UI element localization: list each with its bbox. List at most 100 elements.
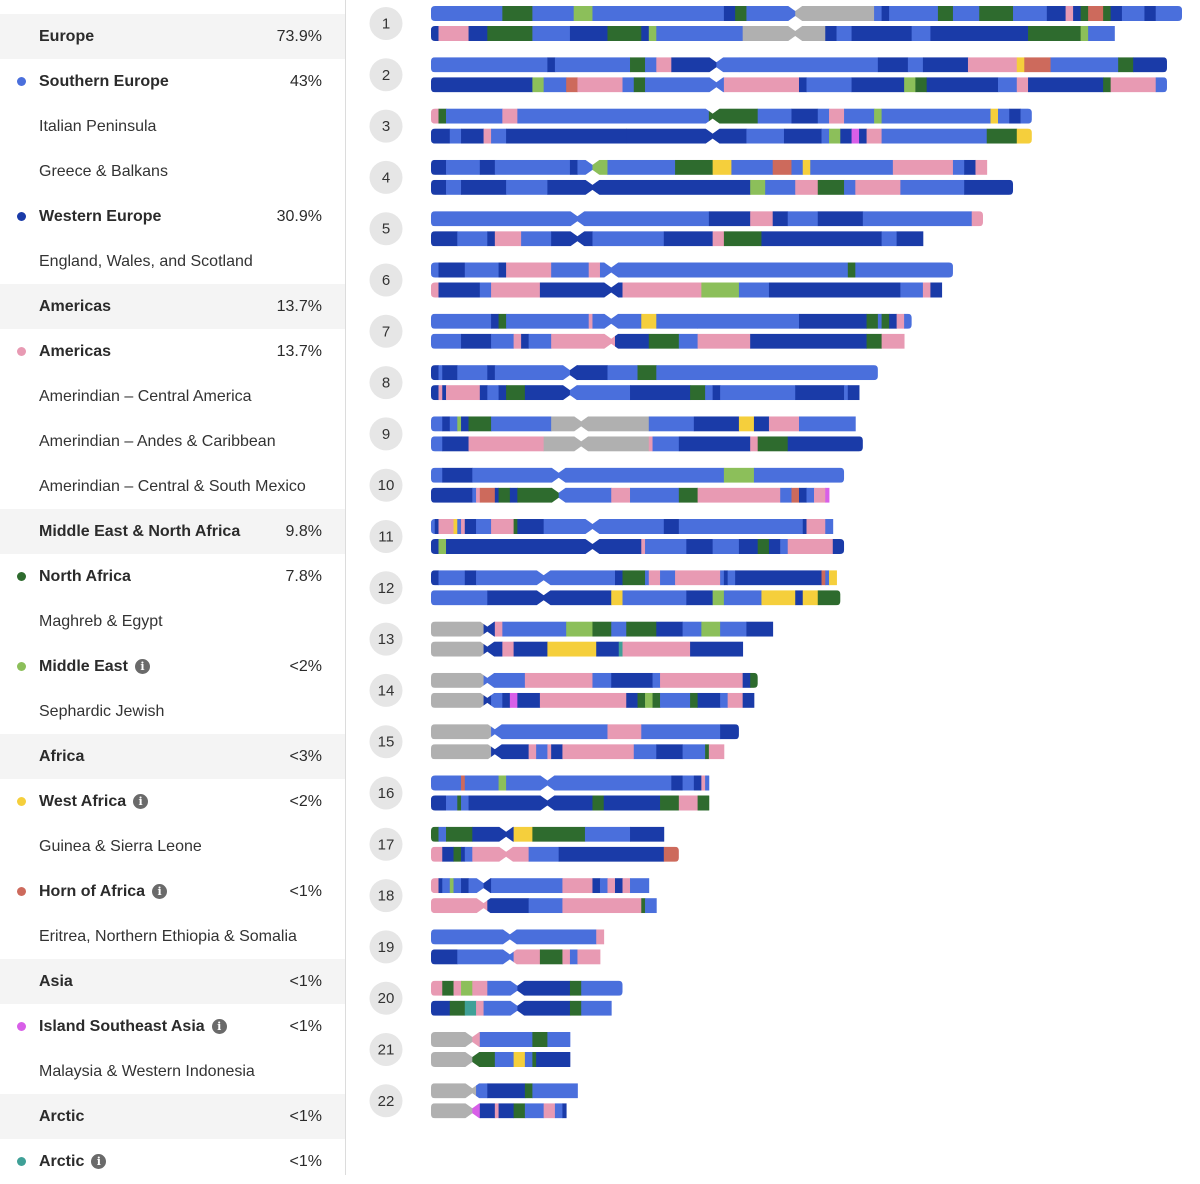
segment-S[interactable] [611, 621, 627, 637]
segment-W[interactable] [611, 672, 653, 688]
segment-W[interactable] [791, 108, 819, 124]
segment-S[interactable] [648, 416, 695, 432]
legend-row-header[interactable]: Europe 73.9% [0, 14, 345, 59]
segment-N[interactable] [524, 1083, 533, 1099]
segment-N[interactable] [592, 621, 612, 637]
segment-W[interactable] [626, 692, 638, 708]
info-icon[interactable]: i [134, 659, 150, 674]
segment-A[interactable] [438, 519, 454, 534]
segment-S[interactable] [431, 6, 503, 21]
segment-S[interactable] [543, 775, 672, 791]
segment-S[interactable] [457, 519, 462, 534]
segment-S[interactable] [645, 539, 687, 554]
segment-W[interactable] [742, 672, 751, 688]
segment-N[interactable] [652, 692, 661, 708]
segment-S[interactable] [862, 211, 973, 227]
segment-W[interactable] [498, 1103, 515, 1119]
segment-N[interactable] [449, 1000, 466, 1016]
segment-A[interactable] [513, 949, 541, 965]
segment-S[interactable] [907, 57, 924, 73]
segment-S[interactable] [543, 77, 567, 93]
segment-S[interactable] [780, 487, 792, 503]
segment-N[interactable] [750, 672, 762, 688]
segment-A[interactable] [829, 108, 845, 124]
chromatid-paternal[interactable] [431, 436, 864, 452]
segment-N[interactable] [626, 621, 657, 637]
segment-W[interactable] [761, 231, 882, 247]
segment-A[interactable] [551, 333, 605, 349]
segment-S[interactable] [457, 231, 488, 247]
segment-N[interactable] [502, 6, 533, 21]
segment-I[interactable] [472, 1103, 481, 1119]
segment-S[interactable] [453, 878, 462, 894]
segment-A[interactable] [866, 128, 882, 144]
segment-W[interactable] [491, 313, 499, 329]
segment-N[interactable] [453, 846, 462, 862]
segment-N[interactable] [637, 365, 657, 381]
segment-S[interactable] [697, 313, 800, 329]
segment-S[interactable] [825, 570, 830, 586]
segment-S[interactable] [431, 416, 443, 432]
segment-S[interactable] [536, 744, 548, 760]
segment-S[interactable] [506, 313, 590, 329]
segment-S[interactable] [645, 570, 650, 586]
segment-S[interactable] [652, 436, 680, 452]
segment-S[interactable] [900, 179, 965, 195]
segment-W[interactable] [562, 1103, 567, 1119]
segment-W[interactable] [506, 128, 627, 144]
segment-S[interactable] [554, 1103, 563, 1119]
segment-W[interactable] [787, 436, 864, 452]
segment-S[interactable] [682, 775, 695, 791]
legend-row-leaf[interactable]: Amerindian – Andes & Caribbean [0, 419, 345, 464]
segment-N[interactable] [866, 313, 879, 329]
segment-W[interactable] [461, 179, 507, 195]
segment-A[interactable] [539, 692, 627, 708]
segment-W[interactable] [517, 519, 545, 534]
segment-W[interactable] [690, 641, 744, 657]
info-icon[interactable]: i [133, 794, 149, 809]
segment-A[interactable] [648, 436, 653, 452]
segment-A[interactable] [483, 128, 492, 144]
segment-M[interactable] [723, 467, 755, 483]
segment-W[interactable] [502, 692, 511, 708]
segment-A[interactable] [502, 108, 518, 124]
chromatid-maternal[interactable] [431, 724, 754, 740]
segment-S[interactable] [1186, 57, 1190, 72]
segment-H[interactable] [479, 487, 496, 503]
segment-Y[interactable] [761, 590, 796, 606]
segment-S[interactable] [720, 570, 725, 586]
segment-A[interactable] [708, 744, 725, 760]
segment-S[interactable] [569, 385, 631, 401]
segment-S[interactable] [682, 744, 706, 760]
segment-S[interactable] [1155, 77, 1186, 93]
segment-A[interactable] [603, 333, 616, 349]
segment-A[interactable] [1016, 77, 1029, 93]
segment-G[interactable] [742, 26, 826, 41]
segment-W[interactable] [581, 231, 593, 247]
segment-S[interactable] [952, 159, 965, 175]
segment-M[interactable] [461, 980, 473, 996]
legend-row-leaf[interactable]: England, Wales, and Scotland [0, 239, 345, 284]
segment-Y[interactable] [802, 590, 819, 606]
segment-S[interactable] [528, 898, 563, 914]
segment-W[interactable] [614, 878, 623, 894]
segment-A[interactable] [697, 333, 751, 349]
segment-W[interactable] [517, 980, 571, 996]
segment-N[interactable] [622, 570, 646, 586]
segment-S[interactable] [780, 539, 789, 554]
segment-W[interactable] [735, 570, 822, 586]
segment-A[interactable] [622, 282, 702, 298]
segment-W[interactable] [817, 211, 864, 227]
segment-A[interactable] [656, 57, 672, 73]
segment-W[interactable] [697, 692, 721, 708]
segment-N[interactable] [1103, 77, 1112, 93]
chromatid-maternal[interactable] [431, 570, 837, 586]
segment-M[interactable] [701, 282, 740, 298]
segment-W[interactable] [431, 231, 458, 247]
segment-N[interactable] [569, 980, 582, 996]
segment-S[interactable] [491, 878, 563, 894]
segment-W[interactable] [431, 179, 447, 195]
segment-N[interactable] [866, 333, 882, 349]
segment-S[interactable] [476, 519, 492, 534]
segment-S[interactable] [438, 365, 443, 381]
